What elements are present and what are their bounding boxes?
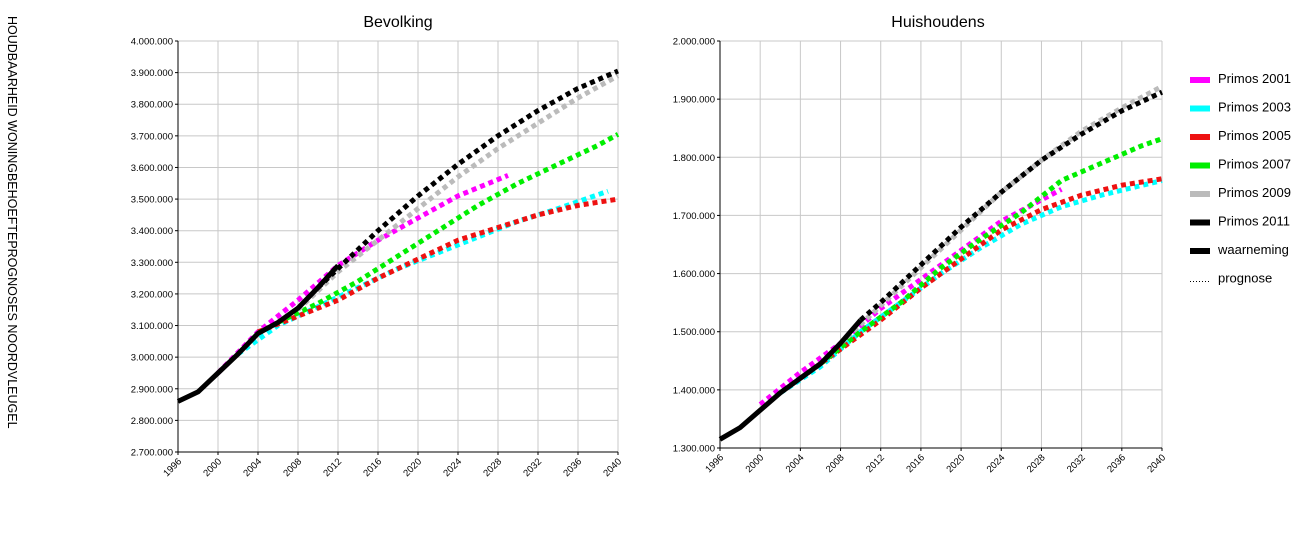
series-line-primos-2001 [216, 173, 509, 375]
y-tick-label: 3.100.000 [131, 321, 173, 332]
y-tick-label: 1.400.000 [673, 385, 715, 396]
legend-label-primos-2007: Primos 2007 [1218, 157, 1291, 172]
x-tick-label: 2012 [864, 452, 887, 475]
y-tick-label: 1.600.000 [673, 269, 715, 280]
x-tick-label: 2040 [1145, 452, 1168, 475]
series-line-waarneming [718, 318, 863, 442]
x-tick-label: 2016 [904, 452, 927, 475]
series-line-primos-2005 [257, 196, 619, 335]
legend-swatch-primos-2001 [1190, 77, 1210, 83]
x-tick-label: 2008 [824, 452, 847, 475]
chart-title: Huishoudens [891, 14, 984, 31]
y-tick-label: 3.000.000 [131, 353, 173, 364]
x-tick-label: 2008 [281, 456, 304, 479]
legend-label-primos-2001: Primos 2001 [1218, 71, 1291, 86]
y-tick-label: 3.700.000 [131, 131, 173, 142]
series-line-waarneming [176, 263, 340, 404]
y-tick-label: 2.900.000 [131, 384, 173, 395]
legend-label-primos-2003: Primos 2003 [1218, 100, 1291, 115]
y-tick-label: 1.800.000 [673, 153, 715, 164]
x-tick-label: 2020 [401, 456, 424, 479]
x-tick-label: 1996 [161, 456, 184, 479]
chart-bevolking: Bevolking 2.700.000 2.800.000 2.900.000 3.00… [131, 14, 624, 479]
x-tick-label: 1996 [703, 452, 726, 475]
y-tick-label: 1.500.000 [673, 327, 715, 338]
y-tick-label: 1.300.000 [673, 444, 715, 455]
legend-swatch-primos-2011 [1190, 219, 1210, 226]
legend-swatch-primos-2005 [1190, 134, 1210, 140]
legend-label-prognose: prognose [1218, 271, 1272, 286]
x-tick-label: 2040 [601, 456, 624, 479]
x-tick-label: 2004 [784, 452, 807, 475]
legend: Primos 2001 Primos 2003 Primos 2005 Primos … [1190, 71, 1291, 286]
series-line-primos-2011 [858, 89, 1164, 322]
series-line-primos-2011 [316, 68, 619, 290]
series-line-primos-2009 [296, 73, 620, 312]
legend-swatch-primos-2007 [1190, 162, 1210, 169]
x-tick-label: 2024 [985, 452, 1008, 475]
chart-huishoudens: Huishoudens 1.300.000 1.400.000 1.500.000 1.… [673, 14, 1168, 475]
y-tick-label: 1.700.000 [673, 211, 715, 222]
y-tick-label: 3.900.000 [131, 68, 173, 79]
x-tick-label: 2032 [1065, 452, 1088, 475]
series-line-primos-2007 [818, 136, 1163, 366]
y-tick-label: 3.800.000 [131, 100, 173, 111]
x-tick-label: 2012 [321, 456, 344, 479]
legend-label-primos-2005: Primos 2005 [1218, 128, 1291, 143]
y-tick-label: 2.700.000 [131, 448, 173, 459]
y-tick-label: 3.600.000 [131, 163, 173, 174]
legend-label-primos-2009: Primos 2009 [1218, 185, 1291, 200]
y-tick-label: 2.000.000 [673, 37, 715, 48]
x-tick-label: 2004 [241, 456, 264, 479]
legend-swatch-primos-2009 [1190, 191, 1210, 197]
y-tick-label: 3.200.000 [131, 289, 173, 300]
x-tick-label: 2028 [1025, 452, 1048, 475]
legend-swatch-waarneming [1190, 248, 1210, 254]
x-tick-label: 2024 [441, 456, 464, 479]
chart-title: Bevolking [363, 14, 432, 31]
y-tick-label: 4.000.000 [131, 37, 173, 48]
x-tick-label: 2036 [561, 456, 584, 479]
y-tick-label: 2.800.000 [131, 416, 173, 427]
series-line-primos-2003 [778, 178, 1163, 395]
series-line-primos-2003 [236, 188, 609, 357]
legend-label-waarneming: waarneming [1217, 242, 1289, 257]
series-line-primos-2007 [276, 132, 620, 325]
y-tick-label: 3.300.000 [131, 258, 173, 269]
y-tick-label: 1.900.000 [673, 95, 715, 106]
x-tick-label: 2036 [1105, 452, 1128, 475]
legend-swatch-primos-2003 [1190, 105, 1210, 112]
x-tick-label: 2000 [744, 452, 767, 475]
legend-label-primos-2011: Primos 2011 [1218, 214, 1290, 229]
x-tick-label: 2020 [944, 452, 967, 475]
x-tick-label: 2032 [521, 456, 544, 479]
x-tick-label: 2016 [361, 456, 384, 479]
x-tick-label: 2000 [201, 456, 224, 479]
y-tick-label: 3.400.000 [131, 226, 173, 237]
x-tick-label: 2028 [481, 456, 504, 479]
y-tick-label: 3.500.000 [131, 195, 173, 206]
